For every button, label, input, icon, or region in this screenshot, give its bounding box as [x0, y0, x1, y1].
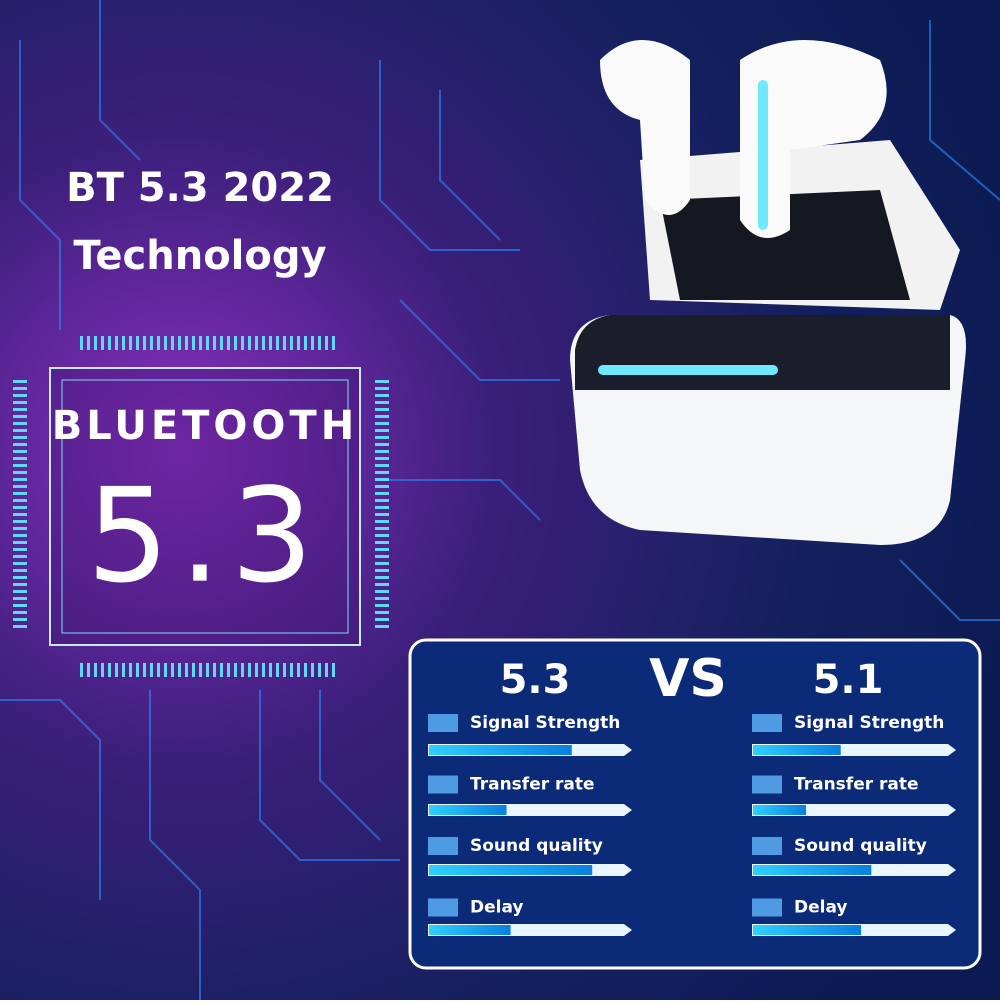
column-title: 5.3 — [500, 657, 571, 703]
metric-level — [429, 925, 511, 935]
metric-icon — [752, 837, 782, 855]
metric-name: Signal Strength — [470, 713, 620, 733]
metric-level — [753, 745, 841, 755]
column-title: 5.1 — [813, 657, 884, 703]
chip-label: BLUETOOTH — [52, 403, 358, 449]
metric-name: Delay — [794, 898, 848, 918]
chip — [13, 336, 389, 677]
earbuds-case — [570, 40, 966, 545]
comparison-panel — [408, 638, 982, 970]
metric-name: Sound quality — [794, 836, 927, 856]
metric-name: Transfer rate — [470, 775, 595, 795]
metric-name: Signal Strength — [794, 713, 944, 733]
metric-level — [429, 805, 507, 815]
metric-icon — [752, 775, 782, 794]
comparison: 5.3 Signal Strength Transfer rate Sound qua… — [428, 657, 956, 936]
header-line: BT 5.3 2022 — [66, 165, 334, 211]
metric-name: Sound quality — [470, 836, 603, 856]
chip-version: 5.3 — [87, 460, 324, 612]
header-line: Technology — [73, 233, 326, 279]
metric-level — [429, 745, 572, 755]
metric-icon — [752, 898, 782, 917]
metric-name: Transfer rate — [794, 775, 919, 795]
metric-icon — [428, 775, 458, 794]
metric-icon — [752, 714, 782, 732]
metric-level — [429, 865, 593, 875]
metric-icon — [428, 837, 458, 855]
metric-level — [753, 865, 872, 875]
metric-icon — [428, 898, 458, 917]
metric-level — [753, 925, 862, 935]
metric-name: Delay — [470, 898, 524, 918]
metric-icon — [428, 714, 458, 732]
metric-level — [753, 805, 807, 815]
vs-label: VS — [649, 649, 727, 709]
